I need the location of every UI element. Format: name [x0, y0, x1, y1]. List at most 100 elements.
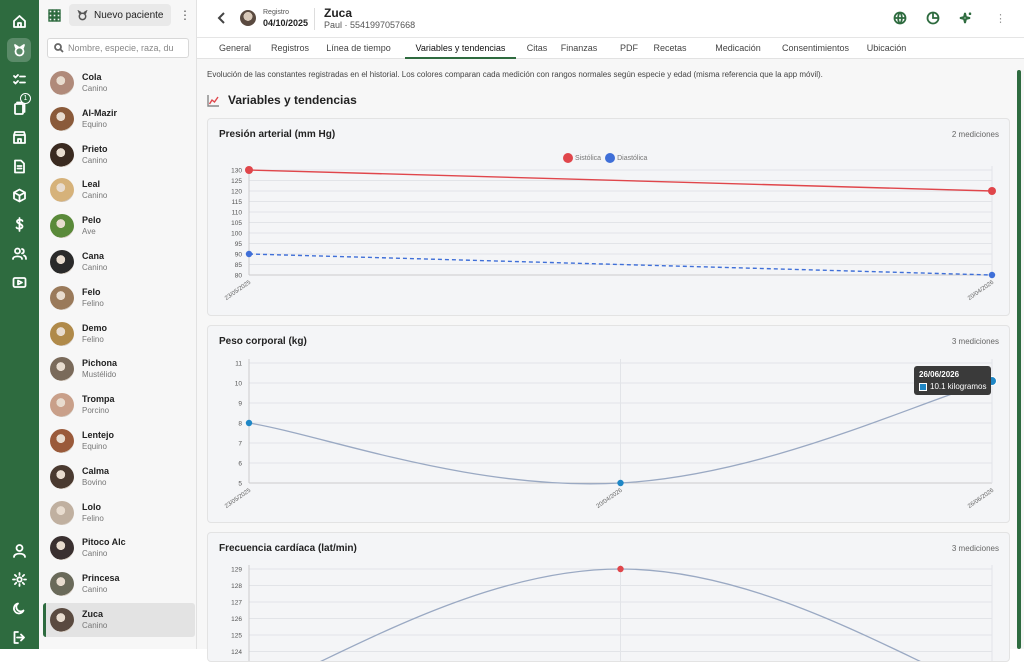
patient-list-item[interactable]: Lolo Felino: [43, 496, 195, 530]
patient-avatar: [50, 142, 74, 167]
data-point[interactable]: [988, 187, 996, 195]
tab-ubicacion[interactable]: Ubicación: [866, 43, 907, 53]
patient-list-item[interactable]: Pitoco Alc Canino: [43, 531, 195, 565]
nav-dollar-button[interactable]: [7, 212, 31, 236]
tab-medicacion[interactable]: Medicación: [715, 43, 761, 53]
nav-users-button[interactable]: [7, 241, 31, 265]
y-tick-label: 90: [235, 252, 243, 259]
tab-linea-de-tiempo[interactable]: Línea de tiempo: [326, 43, 391, 53]
y-tick-label: 128: [231, 583, 242, 590]
patient-search[interactable]: [47, 38, 189, 58]
tab-bar: General Registros Línea de tiempo Variables…: [197, 38, 1024, 59]
nav-pet-button[interactable]: [7, 38, 31, 62]
nav-profile-button[interactable]: [7, 538, 31, 562]
patient-name: Felo: [82, 286, 101, 297]
chart-title: Peso corporal (kg): [219, 336, 307, 347]
profile-icon: [12, 543, 26, 558]
legend-label[interactable]: Diastólica: [617, 154, 648, 162]
back-button[interactable]: [215, 11, 229, 25]
patient-list-item[interactable]: Prieto Canino: [43, 138, 195, 172]
tab-finanzas[interactable]: Finanzas: [560, 43, 598, 53]
patient-species: Canino: [82, 191, 108, 201]
nav-logout-button[interactable]: [7, 625, 31, 649]
patient-list-item[interactable]: Cola Canino: [43, 66, 195, 100]
nav-document-button[interactable]: [7, 154, 31, 178]
owner-info: Paul · 5541997057668: [324, 20, 416, 30]
main-content: Registro 04/10/2025 Zuca Paul · 55419970…: [197, 0, 1024, 662]
grid-view-icon[interactable]: [48, 9, 61, 22]
nav-tasks-button[interactable]: [7, 67, 31, 91]
patient-list-item[interactable]: Trompa Porcino: [43, 388, 195, 422]
patient-list-item[interactable]: Princesa Canino: [43, 567, 195, 601]
globe-icon: [893, 11, 907, 25]
patient-list-item[interactable]: Leal Canino: [43, 173, 195, 207]
y-tick-label: 126: [231, 616, 242, 623]
y-tick-label: 8: [238, 421, 242, 428]
patient-list-item[interactable]: Felo Felino: [43, 281, 195, 315]
content-scrollbar[interactable]: [1017, 70, 1021, 649]
x-tick-label: 23/05/2025: [224, 487, 253, 510]
tab-recetas[interactable]: Recetas: [653, 43, 687, 53]
patient-avatar: [50, 500, 74, 525]
patient-name: Lolo: [82, 501, 101, 512]
tab-variables-y-tendencias[interactable]: Variables y tendencias: [405, 38, 516, 59]
patient-list-item[interactable]: Zuca Canino: [43, 603, 195, 637]
tab-consentimientos[interactable]: Consentimientos: [781, 43, 850, 53]
y-tick-label: 85: [235, 262, 243, 269]
more-options-icon[interactable]: ⋮: [179, 8, 191, 22]
tab-general[interactable]: General: [218, 43, 252, 53]
header-avatar: [240, 10, 256, 26]
nav-store-button[interactable]: [7, 125, 31, 149]
patient-species: Canino: [82, 84, 108, 93]
nav-video-button[interactable]: [7, 270, 31, 294]
new-patient-button[interactable]: Nuevo paciente: [69, 4, 171, 26]
nav-home-button[interactable]: [7, 9, 31, 33]
nav-moon-button[interactable]: [7, 596, 31, 620]
patient-list-item[interactable]: Pelo Ave: [43, 209, 195, 243]
y-tick-label: 127: [231, 600, 242, 607]
video-icon: [12, 276, 26, 288]
patient-species: Porcino: [82, 406, 110, 416]
ai-button[interactable]: [959, 11, 975, 27]
globe-button[interactable]: [893, 11, 909, 27]
tab-registros[interactable]: Registros: [270, 43, 309, 53]
variables-description: Evolución de las constantes registradas …: [207, 70, 823, 79]
y-tick-label: 125: [231, 178, 242, 185]
patient-avatar: [50, 106, 74, 131]
patient-list-item[interactable]: Calma Bovino: [43, 460, 195, 494]
patient-list-item[interactable]: Pichona Mustélido: [43, 352, 195, 386]
nav-package-button[interactable]: [7, 183, 31, 207]
tab-pdf[interactable]: PDF: [620, 43, 638, 53]
patient-list-item[interactable]: Demo Felino: [43, 317, 195, 351]
nav-documents-button[interactable]: 1: [7, 93, 31, 120]
patient-list-item[interactable]: Al-Mazir Equino: [43, 102, 195, 136]
patient-species: Bovino: [82, 477, 107, 487]
data-point[interactable]: [617, 479, 624, 487]
data-point[interactable]: [245, 166, 253, 174]
y-tick-label: 11: [235, 361, 242, 368]
pet-icon: [77, 9, 88, 20]
patient-avatar: [50, 285, 74, 310]
patient-list-item[interactable]: Cana Canino: [43, 245, 195, 279]
patient-avatar: [50, 357, 74, 382]
data-point[interactable]: [988, 271, 996, 279]
data-point[interactable]: [245, 419, 253, 427]
chart-plot: 11 10 9 8 7 6 523/05/2025 20/04/2026 26/06/2026: [224, 359, 997, 510]
body-weight-card: Peso corporal (kg) 3 mediciones 11 10 9 8 7 6 5 2…: [207, 325, 1010, 523]
search-input[interactable]: [68, 43, 186, 53]
store-icon: [12, 130, 26, 144]
stats-button[interactable]: [926, 11, 942, 27]
data-point[interactable]: [245, 250, 253, 258]
patient-list-item[interactable]: Lentejo Equino: [43, 424, 195, 458]
y-tick-label: 120: [231, 189, 242, 196]
legend-label[interactable]: Sistólica: [575, 154, 602, 162]
tab-citas[interactable]: Citas: [526, 43, 548, 53]
data-point[interactable]: [617, 565, 624, 573]
package-icon: [12, 188, 26, 202]
patient-name: Calma: [82, 465, 110, 476]
patient-species: Canino: [82, 155, 108, 165]
section-title: Variables y tendencias: [207, 93, 357, 107]
patient-species: Canino: [82, 621, 108, 630]
nav-settings-button[interactable]: [7, 567, 31, 591]
more-icon[interactable]: ⋮: [995, 13, 1006, 25]
